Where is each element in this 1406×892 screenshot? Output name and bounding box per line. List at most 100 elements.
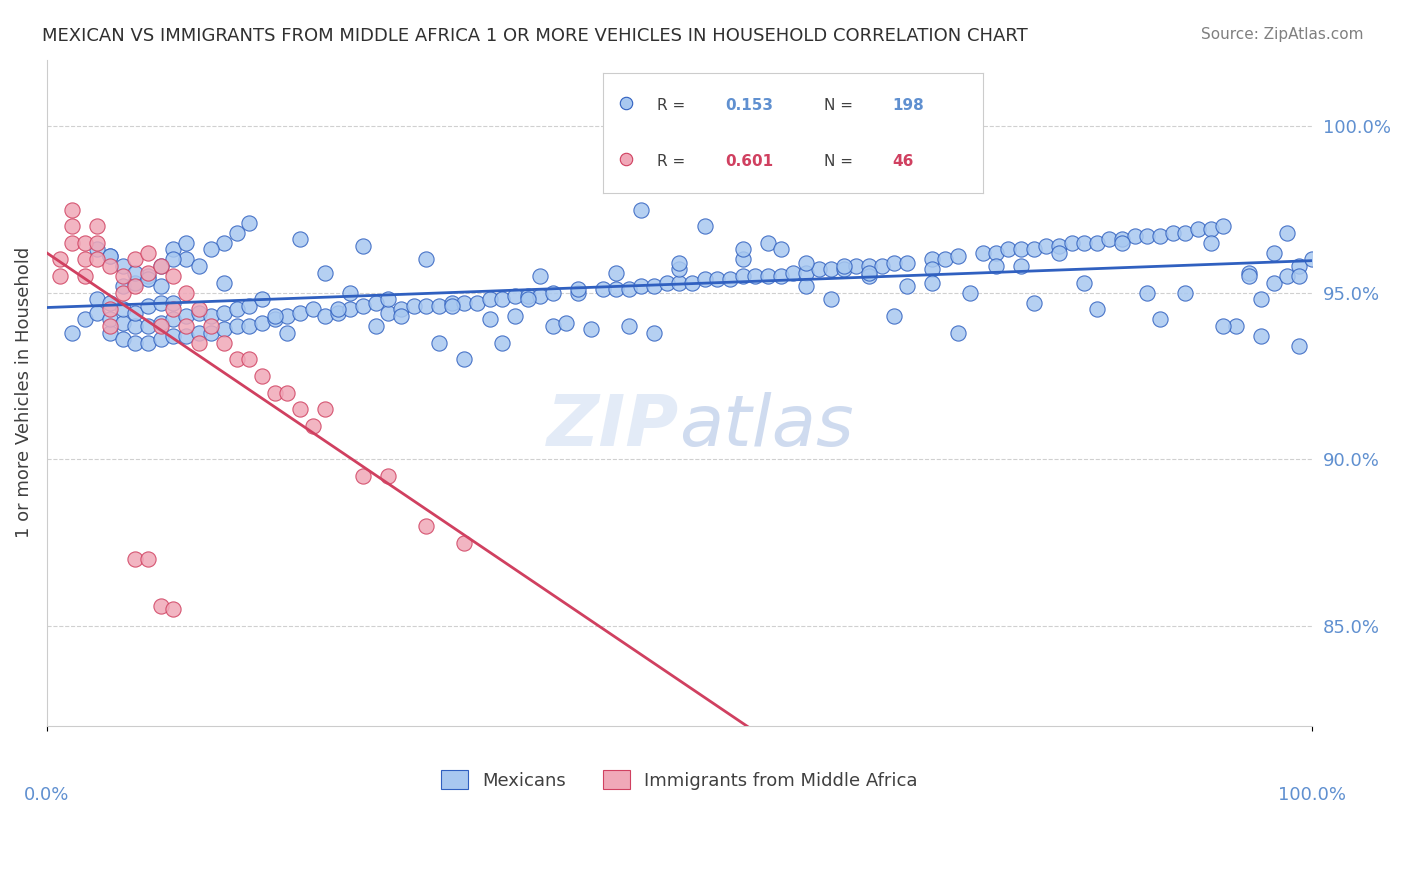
Point [756, 269, 779, 284]
Point [1022, 243, 1045, 257]
Point [225, 319, 247, 334]
Point [149, 333, 172, 347]
Point [693, 219, 716, 234]
Point [162, 243, 184, 257]
Point [1275, 226, 1298, 240]
Point [1199, 235, 1222, 250]
Point [149, 316, 172, 330]
Point [883, 256, 905, 270]
Point [415, 519, 437, 533]
Point [718, 272, 741, 286]
Point [529, 289, 551, 303]
Text: 100.0%: 100.0% [1278, 786, 1346, 804]
Point [1060, 235, 1083, 250]
Point [225, 302, 247, 317]
Point [921, 276, 943, 290]
Point [668, 262, 690, 277]
Point [111, 333, 134, 347]
Point [769, 269, 792, 284]
Point [1212, 219, 1234, 234]
Point [731, 243, 754, 257]
Point [136, 266, 159, 280]
Point [567, 285, 589, 300]
Point [48, 252, 70, 267]
Point [465, 295, 488, 310]
Text: MEXICAN VS IMMIGRANTS FROM MIDDLE AFRICA 1 OR MORE VEHICLES IN HOUSEHOLD CORRELA: MEXICAN VS IMMIGRANTS FROM MIDDLE AFRICA… [42, 27, 1028, 45]
Point [149, 279, 172, 293]
Point [541, 319, 564, 334]
Point [174, 235, 197, 250]
Point [997, 243, 1019, 257]
Point [86, 219, 108, 234]
Point [731, 269, 754, 284]
Point [212, 235, 235, 250]
Point [187, 306, 209, 320]
Point [200, 243, 222, 257]
Point [124, 335, 146, 350]
Point [73, 252, 96, 267]
Point [60, 235, 83, 250]
Point [1288, 259, 1310, 273]
Point [326, 306, 349, 320]
Point [1174, 226, 1197, 240]
Point [782, 266, 804, 280]
Point [225, 352, 247, 367]
Point [440, 299, 463, 313]
Point [111, 269, 134, 284]
Text: 0.0%: 0.0% [24, 786, 69, 804]
Point [136, 245, 159, 260]
Point [263, 312, 285, 326]
Point [541, 285, 564, 300]
Point [149, 259, 172, 273]
Point [73, 235, 96, 250]
Point [807, 262, 830, 277]
Point [162, 312, 184, 326]
Point [377, 469, 399, 483]
Point [845, 259, 868, 273]
Point [858, 266, 880, 280]
Point [1263, 245, 1285, 260]
Point [858, 259, 880, 273]
Point [162, 329, 184, 343]
Point [554, 316, 576, 330]
Point [1073, 235, 1095, 250]
Point [86, 252, 108, 267]
Point [162, 295, 184, 310]
Point [1073, 276, 1095, 290]
Point [934, 252, 956, 267]
Point [478, 312, 501, 326]
Point [668, 276, 690, 290]
Point [111, 302, 134, 317]
Point [427, 299, 450, 313]
Point [605, 282, 627, 296]
Point [174, 252, 197, 267]
Point [630, 202, 652, 217]
Point [136, 335, 159, 350]
Point [1047, 239, 1070, 253]
Point [1149, 229, 1171, 244]
Point [516, 293, 538, 307]
Point [896, 279, 918, 293]
Point [276, 385, 298, 400]
Point [124, 252, 146, 267]
Point [389, 309, 412, 323]
Point [339, 302, 361, 317]
Point [73, 269, 96, 284]
Point [1250, 293, 1272, 307]
Point [820, 293, 842, 307]
Point [592, 282, 614, 296]
Point [668, 256, 690, 270]
Point [162, 252, 184, 267]
Point [98, 295, 121, 310]
Point [883, 309, 905, 323]
Point [225, 226, 247, 240]
Point [617, 319, 640, 334]
Point [174, 285, 197, 300]
Point [706, 272, 728, 286]
Point [1174, 285, 1197, 300]
Point [1123, 229, 1146, 244]
Point [1263, 276, 1285, 290]
Point [1237, 269, 1260, 284]
Point [516, 289, 538, 303]
Point [314, 309, 336, 323]
